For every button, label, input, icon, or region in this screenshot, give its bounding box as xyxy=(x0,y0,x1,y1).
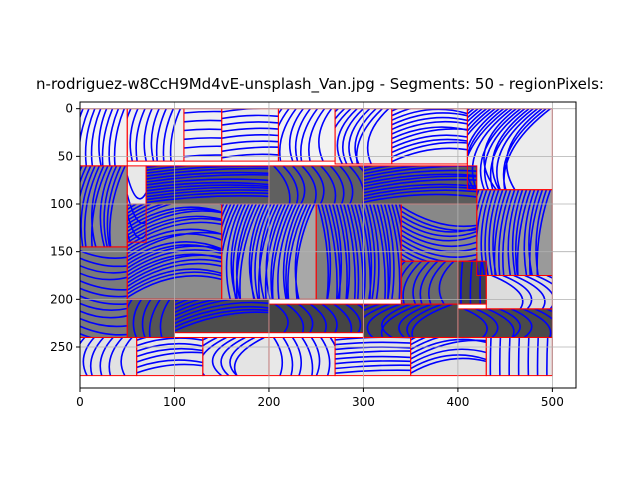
streamline-group-22 xyxy=(127,299,171,338)
streamline-group-3 xyxy=(221,108,279,159)
streamline-group-8 xyxy=(80,165,126,247)
streamline-group-7 xyxy=(467,108,551,190)
y-axis: 0 50 100 150 200 250 xyxy=(50,102,80,354)
streamline-group-4 xyxy=(278,108,333,162)
streamline-group-1 xyxy=(127,108,182,162)
x-tick-label-2: 200 xyxy=(257,395,280,409)
streamline-group-33 xyxy=(489,337,549,376)
streamline-group-5 xyxy=(335,108,390,164)
x-tick-label-0: 0 xyxy=(76,395,84,409)
y-tick-label-3: 150 xyxy=(50,245,73,259)
streamline-group-29 xyxy=(202,337,265,376)
streamline-group-25 xyxy=(363,304,453,338)
streamline-group-27 xyxy=(80,337,133,376)
x-tick-label-1: 100 xyxy=(163,395,186,409)
y-tick-label-5: 250 xyxy=(50,340,73,354)
segment-region-2 xyxy=(183,108,222,162)
gridlines xyxy=(80,102,576,388)
x-tick-label-4: 400 xyxy=(446,395,469,409)
x-tick-label-5: 500 xyxy=(541,395,564,409)
streamline-group-17 xyxy=(401,205,477,262)
plot-frame xyxy=(79,101,577,389)
streamline-group-26 xyxy=(463,308,553,338)
streamline-group-10 xyxy=(146,165,269,204)
chart-title: n-rodriguez-w8CcH9Md4vE-unsplash_Van.jpg… xyxy=(36,75,604,94)
streamline-group-24 xyxy=(274,304,364,333)
y-tick-label-0: 0 xyxy=(65,102,73,116)
plot-area xyxy=(80,102,576,388)
streamline-group-23 xyxy=(174,299,269,332)
y-tick-label-2: 100 xyxy=(50,197,73,211)
streamline-group-6 xyxy=(391,108,468,163)
streamline-group-21 xyxy=(491,275,553,309)
streamline-group-2 xyxy=(183,110,222,158)
x-axis: 0 100 200 300 400 500 xyxy=(76,388,564,409)
streamline-group-28 xyxy=(136,337,203,374)
y-tick-label-1: 50 xyxy=(58,149,73,163)
streamline-group-20 xyxy=(80,249,128,338)
x-tick-label-3: 300 xyxy=(352,395,375,409)
y-tick-label-4: 200 xyxy=(50,292,73,306)
streamline-group-32 xyxy=(410,337,487,374)
streamline-group-12 xyxy=(363,165,477,204)
streamline-group-30 xyxy=(273,337,336,376)
streamline-group-11 xyxy=(273,165,364,205)
streamline-group-18 xyxy=(401,261,455,305)
streamline-group-19 xyxy=(460,261,483,305)
